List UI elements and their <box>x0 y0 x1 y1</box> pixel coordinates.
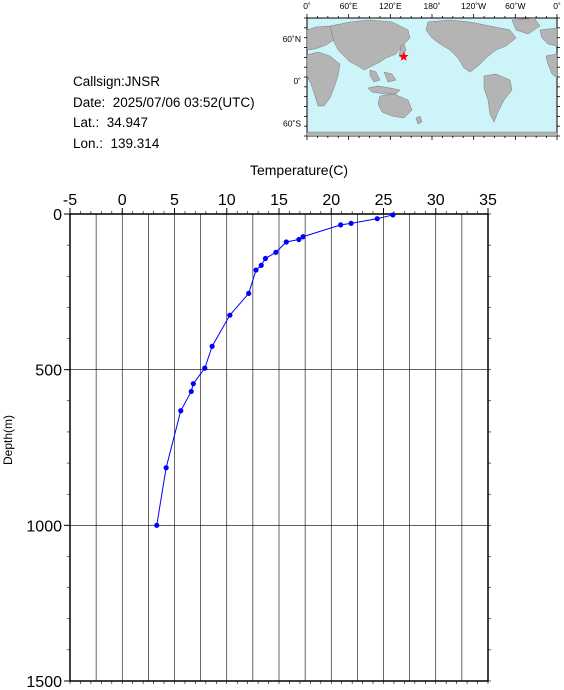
data-point <box>246 290 252 296</box>
temperature-series <box>154 212 396 528</box>
map-latitude-label: 0˚ <box>293 76 301 86</box>
station-marker <box>398 51 409 61</box>
world-map: 0˚ 60˚E 120˚E 180˚ 120˚W 60˚W 0˚ 60˚N 0˚ 60˚S <box>283 1 561 140</box>
map-longitude-label: 120˚W <box>461 1 486 11</box>
map-frame-ticks <box>304 14 560 140</box>
longitude-text: Lon.: 139.314 <box>73 135 160 151</box>
data-point <box>163 465 169 471</box>
data-point <box>253 267 259 273</box>
data-point <box>390 212 396 218</box>
y-tick-label: 500 <box>35 363 62 380</box>
data-point <box>190 381 196 387</box>
date-text: Date: 2025/07/06 03:52(UTC) <box>73 94 255 110</box>
data-point <box>283 239 289 245</box>
map-latitude-label: 60˚N <box>283 34 301 44</box>
data-point <box>178 408 184 414</box>
data-point <box>209 343 215 349</box>
data-point <box>338 222 344 228</box>
x-tick-label: 35 <box>479 192 497 209</box>
data-point <box>374 216 380 222</box>
x-tick-label: 5 <box>170 192 179 209</box>
data-point <box>258 262 264 268</box>
x-tick-label: 15 <box>270 192 288 209</box>
data-point <box>154 522 160 528</box>
map-land <box>306 17 558 137</box>
map-longitude-labels: 0˚ 60˚E 120˚E 180˚ 120˚W 60˚W 0˚ <box>303 1 561 11</box>
station-star-icon <box>398 51 409 61</box>
map-longitude-label: 180˚ <box>423 1 440 11</box>
map-latitude-label: 60˚S <box>283 118 301 128</box>
data-point <box>262 255 269 262</box>
map-longitude-label: 60˚E <box>340 1 358 11</box>
series-line <box>156 214 394 526</box>
map-longitude-label: 0˚ <box>553 1 561 11</box>
x-tick-label: 0 <box>118 192 127 209</box>
x-axis-ticks: -5 0 5 10 15 20 25 30 35 <box>63 192 497 684</box>
latitude-text: Lat.: 34.947 <box>73 115 149 130</box>
data-point <box>273 249 279 255</box>
x-tick-label: -5 <box>63 192 77 209</box>
data-point <box>296 236 302 243</box>
y-tick-label: 1000 <box>26 518 62 535</box>
x-tick-label: 30 <box>427 192 445 209</box>
map-latitude-labels: 60˚N 0˚ 60˚S <box>283 34 302 128</box>
data-point <box>227 312 233 318</box>
plot-frame <box>69 213 489 682</box>
y-axis-ticks: 0 500 1000 1500 <box>26 207 491 690</box>
map-longitude-label: 60˚W <box>505 1 525 11</box>
x-tick-label: 25 <box>375 192 393 209</box>
data-point <box>202 365 208 371</box>
data-point <box>348 220 354 226</box>
callsign-text: Callsign:JNSR <box>73 74 161 89</box>
map-longitude-label: 0˚ <box>303 1 311 11</box>
x-tick-label: 10 <box>218 192 236 209</box>
data-point <box>188 388 194 395</box>
y-axis-title: Depth(m) <box>1 415 15 465</box>
x-tick-label: 20 <box>322 192 340 209</box>
station-info: Callsign:JNSR Date: 2025/07/06 03:52(UTC… <box>73 72 255 154</box>
data-point <box>300 234 306 240</box>
y-tick-label: 0 <box>53 207 62 224</box>
y-tick-label: 1500 <box>26 674 62 690</box>
chart-grid <box>69 213 489 682</box>
map-longitude-label: 120˚E <box>379 1 402 11</box>
